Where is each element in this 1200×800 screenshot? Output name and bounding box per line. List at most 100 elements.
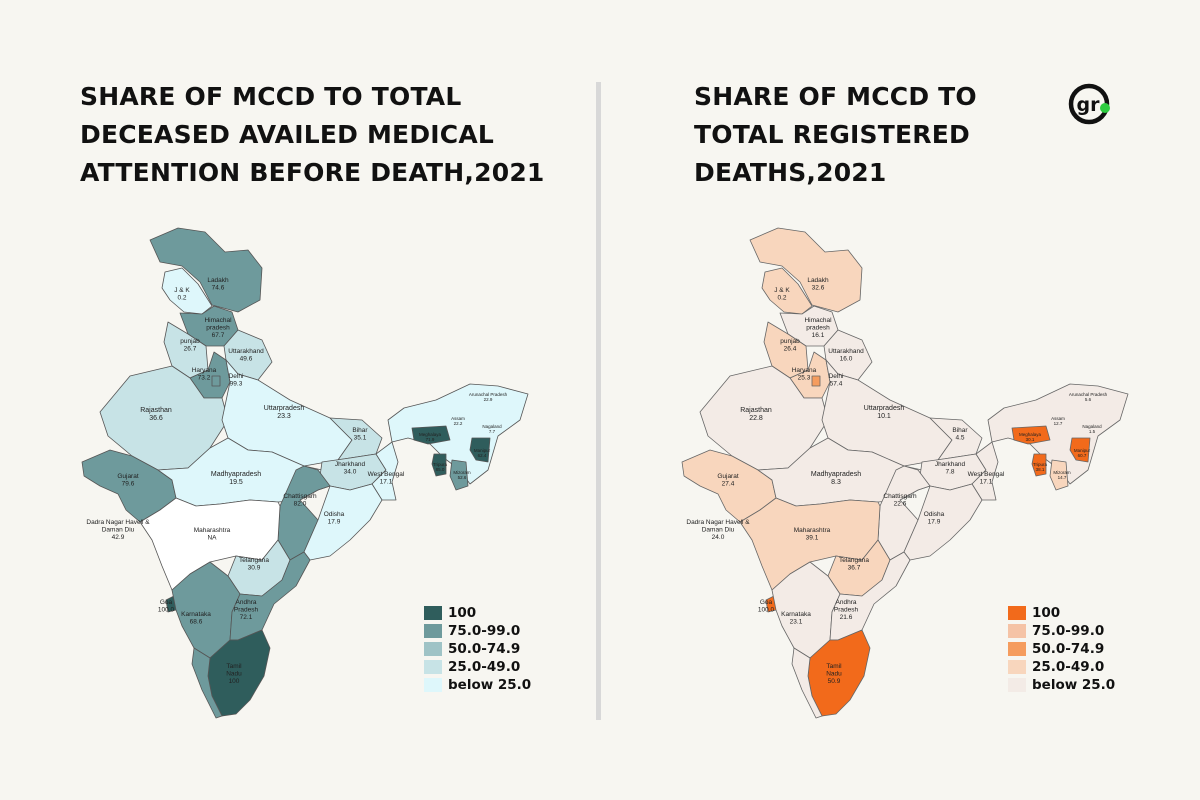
region-label-dadra: Dadra Nagar Haveli & Daman Diu 42.9 [86,519,150,541]
region-label-ladakh: Ladakh 32.6 [807,277,829,291]
region-label-ladakh: Ladakh 74.6 [207,277,229,291]
legend-item: 100 [1008,604,1115,622]
region-label-westbengal: West Bengal 17.1 [968,471,1005,485]
region-label-manipur: Manipur 60.7 [1074,448,1091,458]
region-label-madhyapradesh: Madhyapradesh 8.3 [811,471,861,486]
region-label-haryana: Haryana 25.3 [792,367,817,381]
region-label-odisha: Odisha 17.9 [324,511,345,525]
region-label-assam: Assam 22.2 [451,416,465,426]
region-label-himachal: Himachal pradesh 67.7 [204,317,232,339]
region-label-arunachal: Arunachal Pradesh 5.6 [1069,392,1108,402]
region-ladakh [149,227,263,313]
region-label-haryana: Haryana 73.2 [192,367,217,381]
region-label-chattisgarh: Chattisgarh 82.0 [283,493,317,507]
region-label-meghalaya: Meghalaya 71.9 [419,432,442,442]
region-label-arunachal: Arunachal Pradesh 22.9 [469,392,508,402]
region-label-bihar: Bihar 4.5 [952,427,968,441]
region-ne_dark [431,453,447,477]
region-label-chattisgarh: Chattisgarh 22.6 [883,493,917,507]
region-label-andhra: Andhra Pradesh 72.1 [234,599,259,621]
legend-item: 100 [424,604,531,622]
left-map-title: SHARE OF MCCD TO TOTAL DECEASED AVAILED … [80,82,545,187]
region-ne_dark [1031,453,1047,477]
legend-item: below 25.0 [424,676,531,694]
region-westbengal [371,441,399,501]
region-label-uttarakhand: Uttarakhand 49.6 [228,348,264,362]
legend-label: below 25.0 [1032,677,1116,693]
legend-swatch [1008,642,1026,656]
legend-swatch [1008,624,1026,638]
region-label-uttarpradesh: Uttarpradesh 10.1 [864,405,905,420]
region-label-punjab: punjab 26.7 [180,338,200,352]
logo-dot [1100,103,1110,113]
right-legend: 100 75.0-99.0 50.0-74.9 25.0-49.0 below … [1008,604,1115,694]
region-label-jk: J & K 0.2 [774,287,790,301]
legend-item: below 25.0 [1008,676,1115,694]
right-india-map: J & K 0.2 Ladakh 32.6 Himachal pradesh 16.1 pun… [681,227,1129,719]
region-westbengal [971,441,999,501]
legend-item: 75.0-99.0 [1008,622,1115,640]
legend-label: 100 [1032,605,1061,621]
region-ne_dark [1069,437,1091,463]
region-label-westbengal: West Bengal 17.1 [368,471,405,485]
region-label-tamilnadu: Tamil Nadu 100 [226,663,242,685]
legend-swatch [1008,678,1026,692]
legend-swatch [1008,606,1026,620]
left-legend: 100 75.0-99.0 50.0-74.9 25.0-49.0 below … [424,604,531,694]
region-label-goa: Goa 100.0 [758,599,775,613]
region-ne_mid [449,459,469,491]
region-label-nagaland: Nagaland 7.7 [482,424,502,434]
region-label-meghalaya: Meghalaya 30.1 [1019,432,1042,442]
region-label-rajasthan: Rajasthan 22.8 [740,407,772,422]
legend-label: below 25.0 [448,677,532,693]
legend-swatch [424,642,442,656]
region-label-maharashtra: Maharashtra NA [194,527,231,541]
region-label-rajasthan: Rajasthan 36.6 [140,407,172,422]
legend-item: 25.0-49.0 [424,658,531,676]
region-label-goa: Goa 100.0 [158,599,175,613]
legend-item: 50.0-74.9 [1008,640,1115,658]
region-ne_mid [1049,459,1069,491]
region-kerala [191,647,223,719]
legend-swatch [424,624,442,638]
legend-label: 25.0-49.0 [1032,659,1105,675]
legend-swatch [424,606,442,620]
region-label-bihar: Bihar 35.1 [352,427,368,441]
legend-label: 50.0-74.9 [448,641,521,657]
region-delhi [811,375,821,387]
region-label-dadra: Dadra Nagar Haveli & Daman Diu 24.0 [686,519,750,541]
legend-item: 75.0-99.0 [424,622,531,640]
region-uttarpradesh [821,359,953,467]
left-india-map: J & K 0.2 Ladakh 74.6 Himachal pradesh 67.7 pun… [81,227,529,719]
region-label-odisha: Odisha 17.9 [924,511,945,525]
logo-text: gr [1077,94,1101,116]
region-label-punjab: punjab 26.4 [780,338,800,352]
region-label-jharkhand: Jharkhand 34.0 [335,461,366,475]
region-label-karnataka: Karnataka 68.6 [181,611,211,625]
region-label-mizoram: Mizoram 52.6 [453,470,471,480]
region-label-telangana: Telangana 30.9 [239,557,269,571]
left-map-panel: SHARE OF MCCD TO TOTAL DECEASED AVAILED … [80,82,545,719]
right-map-panel: SHARE OF MCCD TO TOTAL REGISTERED DEATHS… [600,0,1200,800]
region-ne_dark [411,425,451,445]
legend-label: 25.0-49.0 [448,659,521,675]
gr-logo: gr [1068,83,1110,125]
region-delhi [211,375,221,387]
region-label-nagaland: Nagaland 1.5 [1082,424,1102,434]
region-ne_dark [469,437,491,463]
region-label-madhyapradesh: Madhyapradesh 19.5 [211,471,261,486]
region-label-tripura: Tripura 38.1 [1033,462,1048,472]
region-label-andhra: Andhra Pradesh 21.6 [834,599,859,621]
region-label-karnataka: Karnataka 23.1 [781,611,811,625]
region-label-himachal: Himachal pradesh 16.1 [804,317,832,339]
legend-label: 100 [448,605,477,621]
legend-item: 50.0-74.9 [424,640,531,658]
region-label-uttarpradesh: Uttarpradesh 23.3 [264,405,305,420]
region-label-tamilnadu: Tamil Nadu 50.9 [826,663,842,685]
legend-label: 75.0-99.0 [1032,623,1105,639]
region-label-tripura: Tripura 85.0 [433,462,448,472]
region-kerala [791,647,823,719]
panel-divider [596,82,601,720]
region-label-uttarakhand: Uttarakhand 16.0 [828,348,864,362]
region-label-telangana: Telangana 36.7 [839,557,869,571]
